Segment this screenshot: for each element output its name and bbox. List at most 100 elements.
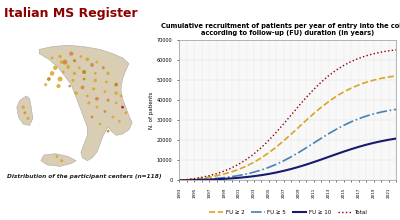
Point — [22, 111, 28, 115]
FU ≥ 5 — [252, 171, 256, 173]
FU ≥ 2 — [326, 100, 331, 103]
Total — [386, 50, 391, 52]
FU ≥ 10 — [244, 176, 249, 178]
FU ≥ 2 — [334, 95, 339, 98]
Point — [55, 84, 62, 88]
Total — [319, 81, 324, 83]
Point — [113, 83, 119, 86]
FU ≥ 10 — [349, 148, 354, 150]
FU ≥ 5 — [371, 113, 376, 115]
Total — [237, 163, 242, 165]
FU ≥ 2 — [274, 146, 279, 148]
Total — [207, 174, 212, 177]
FU ≥ 5 — [282, 159, 286, 162]
Line: FU ≥ 5: FU ≥ 5 — [179, 109, 396, 180]
Polygon shape — [39, 45, 132, 161]
Point — [84, 94, 90, 98]
Point — [49, 72, 55, 75]
FU ≥ 5 — [326, 132, 331, 135]
FU ≥ 5 — [244, 173, 249, 175]
FU ≥ 5 — [222, 176, 226, 179]
Point — [46, 77, 52, 81]
Point — [102, 110, 108, 113]
FU ≥ 2 — [296, 126, 301, 128]
Point — [60, 70, 66, 74]
FU ≥ 10 — [289, 168, 294, 170]
FU ≥ 5 — [192, 179, 197, 181]
FU ≥ 10 — [311, 161, 316, 163]
FU ≥ 10 — [319, 158, 324, 161]
FU ≥ 5 — [341, 124, 346, 127]
FU ≥ 5 — [266, 166, 271, 169]
Point — [65, 65, 71, 68]
Total — [326, 74, 331, 77]
Total — [199, 176, 204, 179]
FU ≥ 5 — [259, 169, 264, 171]
FU ≥ 2 — [177, 179, 182, 182]
FU ≥ 5 — [177, 179, 182, 182]
FU ≥ 5 — [319, 137, 324, 140]
Point — [54, 155, 60, 158]
Point — [86, 101, 92, 105]
Point — [20, 105, 26, 109]
FU ≥ 10 — [334, 153, 339, 156]
FU ≥ 10 — [386, 138, 391, 141]
Point — [97, 122, 103, 126]
Total — [304, 96, 309, 99]
Line: FU ≥ 10: FU ≥ 10 — [179, 139, 396, 180]
FU ≥ 10 — [304, 163, 309, 166]
FU ≥ 10 — [199, 179, 204, 181]
FU ≥ 5 — [334, 128, 339, 131]
Total — [371, 52, 376, 55]
FU ≥ 10 — [341, 150, 346, 153]
Point — [76, 66, 82, 70]
FU ≥ 5 — [386, 109, 391, 112]
Point — [62, 60, 68, 64]
Point — [116, 119, 122, 123]
Point — [103, 80, 110, 84]
FU ≥ 2 — [282, 139, 286, 142]
FU ≥ 10 — [192, 179, 197, 182]
FU ≥ 10 — [184, 179, 189, 182]
Text: Distribution of the participant centers (n=118): Distribution of the participant centers … — [7, 174, 162, 179]
FU ≥ 5 — [289, 155, 294, 158]
FU ≥ 2 — [356, 84, 361, 86]
Point — [102, 90, 108, 94]
FU ≥ 10 — [296, 165, 301, 168]
FU ≥ 10 — [379, 140, 384, 143]
FU ≥ 10 — [259, 174, 264, 176]
FU ≥ 5 — [349, 121, 354, 123]
Total — [177, 179, 182, 182]
Point — [58, 159, 65, 162]
Point — [68, 52, 74, 55]
FU ≥ 10 — [326, 156, 331, 158]
Total — [244, 158, 249, 161]
FU ≥ 2 — [229, 170, 234, 173]
Point — [78, 55, 84, 58]
Point — [92, 79, 98, 82]
Total — [349, 60, 354, 63]
FU ≥ 2 — [259, 156, 264, 159]
FU ≥ 2 — [244, 165, 249, 167]
FU ≥ 2 — [364, 81, 368, 84]
Point — [89, 63, 95, 67]
Total — [394, 49, 398, 51]
Point — [52, 66, 58, 70]
Title: Cumulative recruitment of patients per year of entry into the cohort
according t: Cumulative recruitment of patients per y… — [161, 24, 400, 37]
FU ≥ 2 — [386, 76, 391, 78]
Point — [84, 58, 90, 61]
Point — [81, 77, 87, 81]
Point — [113, 101, 119, 105]
Point — [105, 129, 111, 133]
Total — [274, 131, 279, 134]
Point — [57, 77, 63, 81]
Point — [110, 115, 116, 119]
Point — [79, 86, 86, 89]
Point — [89, 115, 95, 119]
Point — [42, 83, 49, 86]
FU ≥ 2 — [311, 112, 316, 115]
FU ≥ 10 — [214, 178, 219, 181]
Point — [71, 59, 78, 62]
FU ≥ 5 — [311, 142, 316, 144]
FU ≥ 10 — [394, 137, 398, 140]
